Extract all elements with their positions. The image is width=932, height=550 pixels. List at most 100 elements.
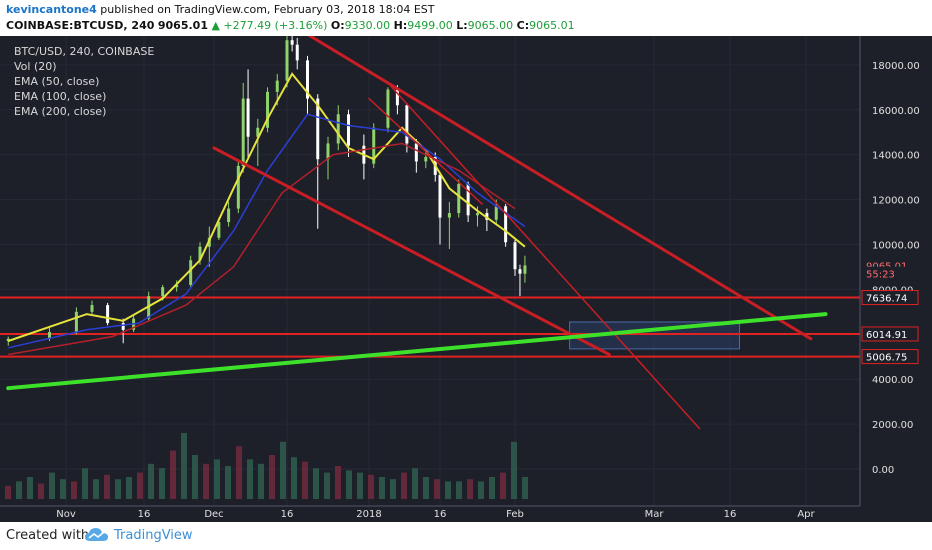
candle-body bbox=[48, 332, 51, 339]
y-tick-label: 18000.00 bbox=[872, 61, 920, 72]
volume-bar bbox=[368, 474, 374, 499]
candle-body bbox=[217, 222, 221, 238]
volume-bar bbox=[104, 474, 110, 499]
candle-body bbox=[198, 246, 202, 261]
volume-bar bbox=[500, 472, 506, 499]
trendline bbox=[307, 36, 813, 341]
candle-body bbox=[438, 174, 442, 218]
candle-body bbox=[395, 89, 399, 106]
price-label-box bbox=[861, 326, 919, 342]
y-tick-label: 12000.00 bbox=[872, 196, 920, 207]
x-tick-label: 16 bbox=[281, 509, 294, 520]
x-tick-label: Feb bbox=[506, 509, 524, 520]
candle-body bbox=[275, 80, 279, 92]
price-change: ▲ +277.49 (+3.16%) bbox=[211, 19, 328, 32]
tradingview-brand[interactable]: TradingView bbox=[114, 528, 193, 543]
volume-bar bbox=[181, 433, 187, 499]
volume-bar bbox=[16, 481, 22, 499]
low-label: L: bbox=[456, 19, 468, 32]
chart-header: kevincantone4 published on TradingView.c… bbox=[0, 0, 932, 36]
volume-bar bbox=[291, 457, 297, 499]
y-tick-label: 14000.00 bbox=[872, 151, 920, 162]
volume-bar bbox=[49, 472, 55, 499]
volume-bar bbox=[258, 463, 264, 499]
legend-volume: Vol (20) bbox=[14, 60, 57, 73]
last-price: 9065.01 bbox=[157, 19, 208, 32]
volume-bar bbox=[225, 466, 231, 499]
chart-area[interactable]: 0.002000.004000.008000.0010000.0012000.0… bbox=[0, 36, 932, 522]
volume-bar bbox=[302, 461, 308, 499]
candle-body bbox=[316, 98, 320, 160]
x-tick-label: 16 bbox=[138, 509, 151, 520]
trendline bbox=[368, 97, 483, 205]
candle-body bbox=[414, 143, 418, 162]
y-tick-label: 4000.00 bbox=[872, 375, 913, 386]
volume-bar bbox=[192, 455, 198, 499]
open-value: 9330.00 bbox=[344, 19, 391, 32]
x-tick-label: Dec bbox=[204, 509, 223, 520]
volume-bar bbox=[434, 479, 440, 499]
x-tick-label: 16 bbox=[724, 509, 737, 520]
x-tick-label: Nov bbox=[56, 509, 76, 520]
author-link[interactable]: kevincantone4 bbox=[6, 3, 97, 16]
candle-body bbox=[241, 98, 245, 166]
volume-bar bbox=[357, 472, 363, 499]
candle-body bbox=[347, 114, 350, 146]
candle-body bbox=[447, 213, 451, 218]
candle-body bbox=[295, 44, 299, 61]
volume-bar bbox=[390, 479, 396, 499]
volume-bar bbox=[247, 459, 253, 499]
candle-body bbox=[518, 269, 522, 274]
price-label-text: 7636.74 bbox=[866, 294, 907, 305]
volume-bar bbox=[269, 455, 275, 499]
volume-bar bbox=[423, 477, 429, 499]
close-value: 9065.01 bbox=[529, 19, 575, 32]
indicator-legend: BTC/USD, 240, COINBASE Vol (20) EMA (50,… bbox=[14, 44, 154, 119]
ema-line bbox=[8, 142, 516, 356]
high-value: 9499.00 bbox=[407, 19, 453, 32]
volume-bar bbox=[82, 468, 88, 499]
symbol-label: COINBASE:BTCUSD, 240 bbox=[6, 19, 155, 32]
candle-body bbox=[285, 40, 289, 81]
price-chart[interactable]: 0.002000.004000.008000.0010000.0012000.0… bbox=[0, 36, 932, 522]
volume-bar bbox=[401, 472, 407, 499]
legend-ema200: EMA (200, close) bbox=[14, 105, 107, 118]
candle-body bbox=[424, 156, 428, 162]
volume-bar bbox=[522, 477, 528, 499]
candle-body bbox=[336, 114, 340, 144]
candle-body bbox=[466, 183, 470, 216]
volume-bar bbox=[93, 479, 99, 499]
price-label-text: 55:23 bbox=[866, 270, 895, 281]
close-label: C: bbox=[516, 19, 530, 32]
candle-body bbox=[189, 260, 193, 285]
published-text: published on TradingView.com, February 0… bbox=[100, 3, 435, 16]
trendline bbox=[6, 312, 828, 391]
candle-body bbox=[90, 305, 94, 312]
candle-body bbox=[106, 305, 110, 324]
x-tick-label: Mar bbox=[645, 509, 665, 520]
volume-bar bbox=[489, 477, 495, 499]
volume-bar bbox=[313, 468, 319, 499]
volume-bar bbox=[456, 481, 462, 499]
candle-body bbox=[161, 287, 165, 297]
open-label: O: bbox=[330, 19, 345, 32]
volume-bar bbox=[445, 481, 451, 499]
legend-ema50: EMA (50, close) bbox=[14, 75, 100, 88]
x-tick-label: 2018 bbox=[356, 509, 381, 520]
trendline bbox=[387, 82, 701, 430]
high-label: H: bbox=[393, 19, 408, 32]
legend-ema100: EMA (100, close) bbox=[14, 90, 107, 103]
volume-bar bbox=[137, 472, 143, 499]
candle-body bbox=[74, 311, 78, 333]
candle-body bbox=[457, 183, 461, 214]
volume-bar bbox=[27, 477, 33, 499]
x-tick-label: Apr bbox=[797, 509, 815, 520]
ema-line bbox=[7, 72, 526, 342]
legend-title: BTC/USD, 240, COINBASE bbox=[14, 45, 155, 58]
candle-body bbox=[256, 127, 260, 137]
volume-bar bbox=[335, 466, 341, 499]
tradingview-cloud-icon bbox=[85, 528, 108, 541]
volume-bar bbox=[412, 468, 418, 499]
candle-body bbox=[372, 127, 376, 164]
volume-bar bbox=[324, 472, 330, 499]
